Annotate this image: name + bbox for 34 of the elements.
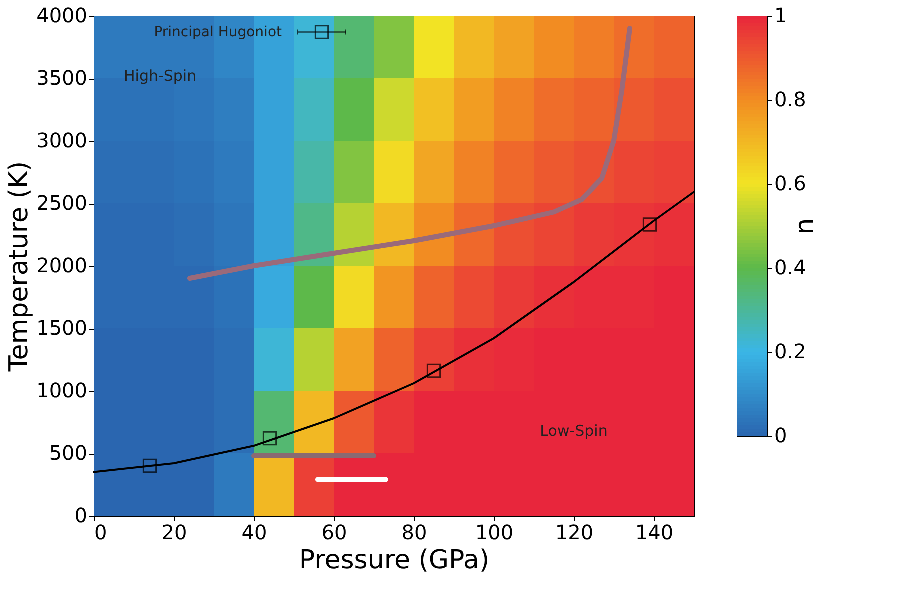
point (642, 218, 658, 232)
annotation: Principal Hugoniot (154, 24, 283, 40)
x-tick-label: 60 (322, 520, 348, 544)
annotation: High-Spin (124, 67, 197, 85)
y-tick-label: 1000 (36, 378, 88, 402)
x-tick-label: 0 (94, 520, 108, 544)
y-axis-title: Temperature (K) (4, 161, 35, 373)
color-bar-label: 0 (774, 424, 788, 448)
point (426, 364, 442, 378)
x-axis-title: Pressure (GPa) (299, 546, 490, 576)
y-tick-label: 2000 (36, 254, 88, 278)
x-tick-label: 120 (555, 520, 594, 544)
x-tick-label: 100 (475, 520, 514, 544)
point (314, 25, 330, 40)
point (262, 431, 278, 446)
y-tick-label: 0 (74, 504, 88, 528)
color-bar-label: 0.4 (774, 256, 806, 280)
color-bar-label: 0.2 (774, 340, 806, 364)
color-bar-label: 1 (774, 4, 788, 28)
color-bar-label: 0.6 (774, 172, 806, 196)
point (142, 458, 158, 474)
x-tick-label: 40 (242, 520, 268, 544)
x-tick-label: 140 (635, 520, 674, 544)
x-tick-label: 80 (402, 520, 428, 544)
y-tick-label: 2500 (36, 191, 88, 215)
annotation: Low-Spin (540, 422, 608, 440)
y-tick-label: 500 (49, 441, 88, 465)
y-tick-label: 4000 (36, 4, 88, 28)
y-tick-label: 3500 (36, 66, 88, 90)
color-bar-label: 0.8 (774, 88, 806, 112)
y-tick-label: 3000 (36, 128, 88, 152)
x-tick-label: 20 (162, 520, 188, 544)
color-bar-title: n (790, 218, 820, 235)
y-tick-label: 1500 (36, 316, 88, 340)
